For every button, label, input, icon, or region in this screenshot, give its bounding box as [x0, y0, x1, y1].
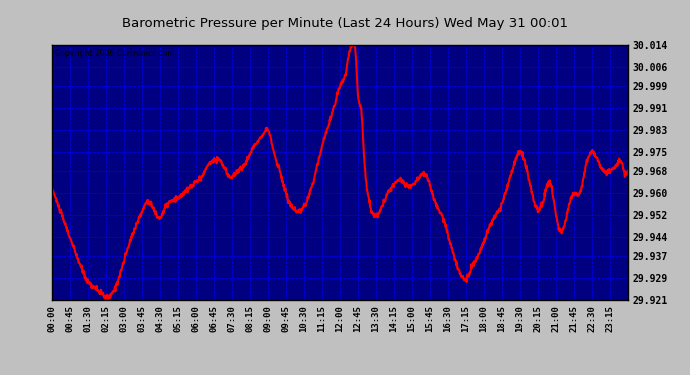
Text: Copyright 2006 Cartronics.com: Copyright 2006 Cartronics.com: [55, 49, 175, 58]
Text: Barometric Pressure per Minute (Last 24 Hours) Wed May 31 00:01: Barometric Pressure per Minute (Last 24 …: [122, 17, 568, 30]
